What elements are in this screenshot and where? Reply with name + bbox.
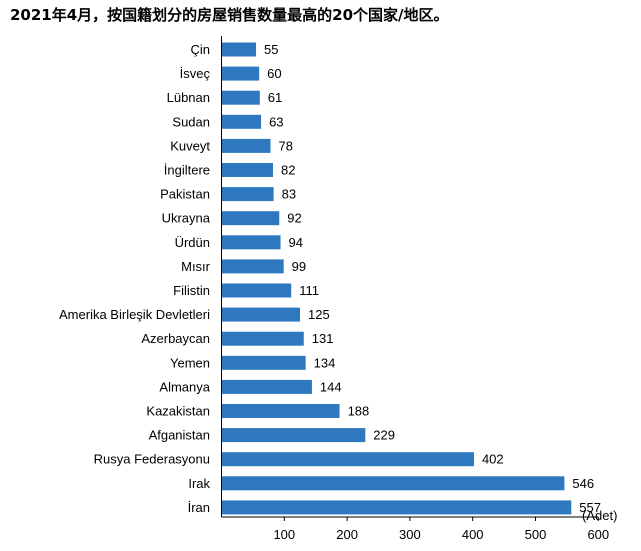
value-label: 546 [572, 476, 594, 491]
category-label: Ukrayna [162, 211, 211, 226]
value-label: 83 [282, 187, 296, 202]
x-tick-label: 400 [462, 527, 484, 542]
bar [221, 114, 262, 129]
bar [221, 500, 572, 515]
value-label: 229 [373, 428, 395, 443]
value-label: 94 [289, 235, 303, 250]
value-label: 134 [314, 355, 336, 370]
bar [221, 283, 292, 298]
category-label: Pakistan [160, 187, 210, 202]
bar [221, 404, 340, 418]
bar [221, 66, 260, 81]
value-label: 111 [299, 283, 319, 298]
bar [221, 452, 474, 467]
category-label: Yemen [170, 355, 210, 370]
value-labels: 55 60 61 63 78 82 83 92 94 99 111 125 131 134 144 18822… [264, 42, 601, 515]
category-label: Rusya Federasyonu [94, 452, 210, 467]
category-label: Amerika Birleşik Devletleri [59, 307, 210, 322]
bar [221, 90, 260, 105]
category-label: Kazakistan [146, 404, 210, 419]
value-label: 63 [269, 114, 283, 129]
category-label: İngiltere [164, 163, 210, 178]
value-label: 131 [312, 331, 334, 346]
bar [221, 379, 312, 394]
bar [221, 163, 273, 177]
category-label: Filistin [173, 283, 210, 298]
x-tick-label: 500 [525, 527, 547, 542]
value-label: 125 [308, 307, 330, 322]
bar [221, 42, 257, 57]
bar [221, 187, 274, 202]
category-label: İran [188, 500, 210, 515]
category-label: Kuveyt [170, 138, 210, 153]
bar [221, 259, 284, 274]
unit-label: (Adet) [582, 508, 617, 523]
value-label: 144 [320, 379, 342, 394]
value-label: 402 [482, 452, 504, 467]
category-label: İsveç [180, 66, 211, 81]
category-label: Mısır [181, 259, 211, 274]
bar [221, 211, 280, 226]
value-label: 92 [287, 211, 301, 226]
category-label: Çin [190, 42, 210, 57]
bar [221, 476, 565, 491]
value-label: 557 [579, 500, 601, 515]
x-axis: 100 200 300 400 500 600 [221, 36, 609, 542]
category-label: Ürdün [175, 235, 210, 250]
category-label: Afganistan [149, 428, 210, 443]
value-label: 82 [281, 163, 295, 178]
x-tick-label: 100 [273, 527, 295, 542]
bar [221, 307, 300, 322]
bar [221, 331, 304, 346]
value-label: 78 [278, 138, 292, 153]
bar [221, 138, 271, 153]
bars-group [221, 42, 572, 515]
value-label: 188 [348, 404, 370, 419]
value-label: 55 [264, 42, 278, 57]
bar [221, 235, 281, 250]
value-label: 99 [292, 259, 306, 274]
bar [221, 428, 366, 443]
value-label: 61 [268, 90, 282, 105]
x-tick-label: 600 [587, 527, 609, 542]
category-label: Irak [188, 476, 210, 491]
category-label: Sudan [172, 114, 210, 129]
x-tick-label: 200 [336, 527, 358, 542]
category-label: Lübnan [167, 90, 210, 105]
value-label: 60 [267, 66, 281, 81]
bar [221, 355, 306, 370]
category-labels: Çin İsveç Lübnan Sudan Kuveyt İngiltere Pakist… [59, 42, 211, 515]
x-tick-label: 300 [399, 527, 421, 542]
category-label: Azerbaycan [141, 331, 210, 346]
chart-title: 2021年4月，按国籍划分的房屋销售数量最高的20个国家/地区。 [10, 6, 449, 24]
category-label: Almanya [159, 379, 210, 394]
